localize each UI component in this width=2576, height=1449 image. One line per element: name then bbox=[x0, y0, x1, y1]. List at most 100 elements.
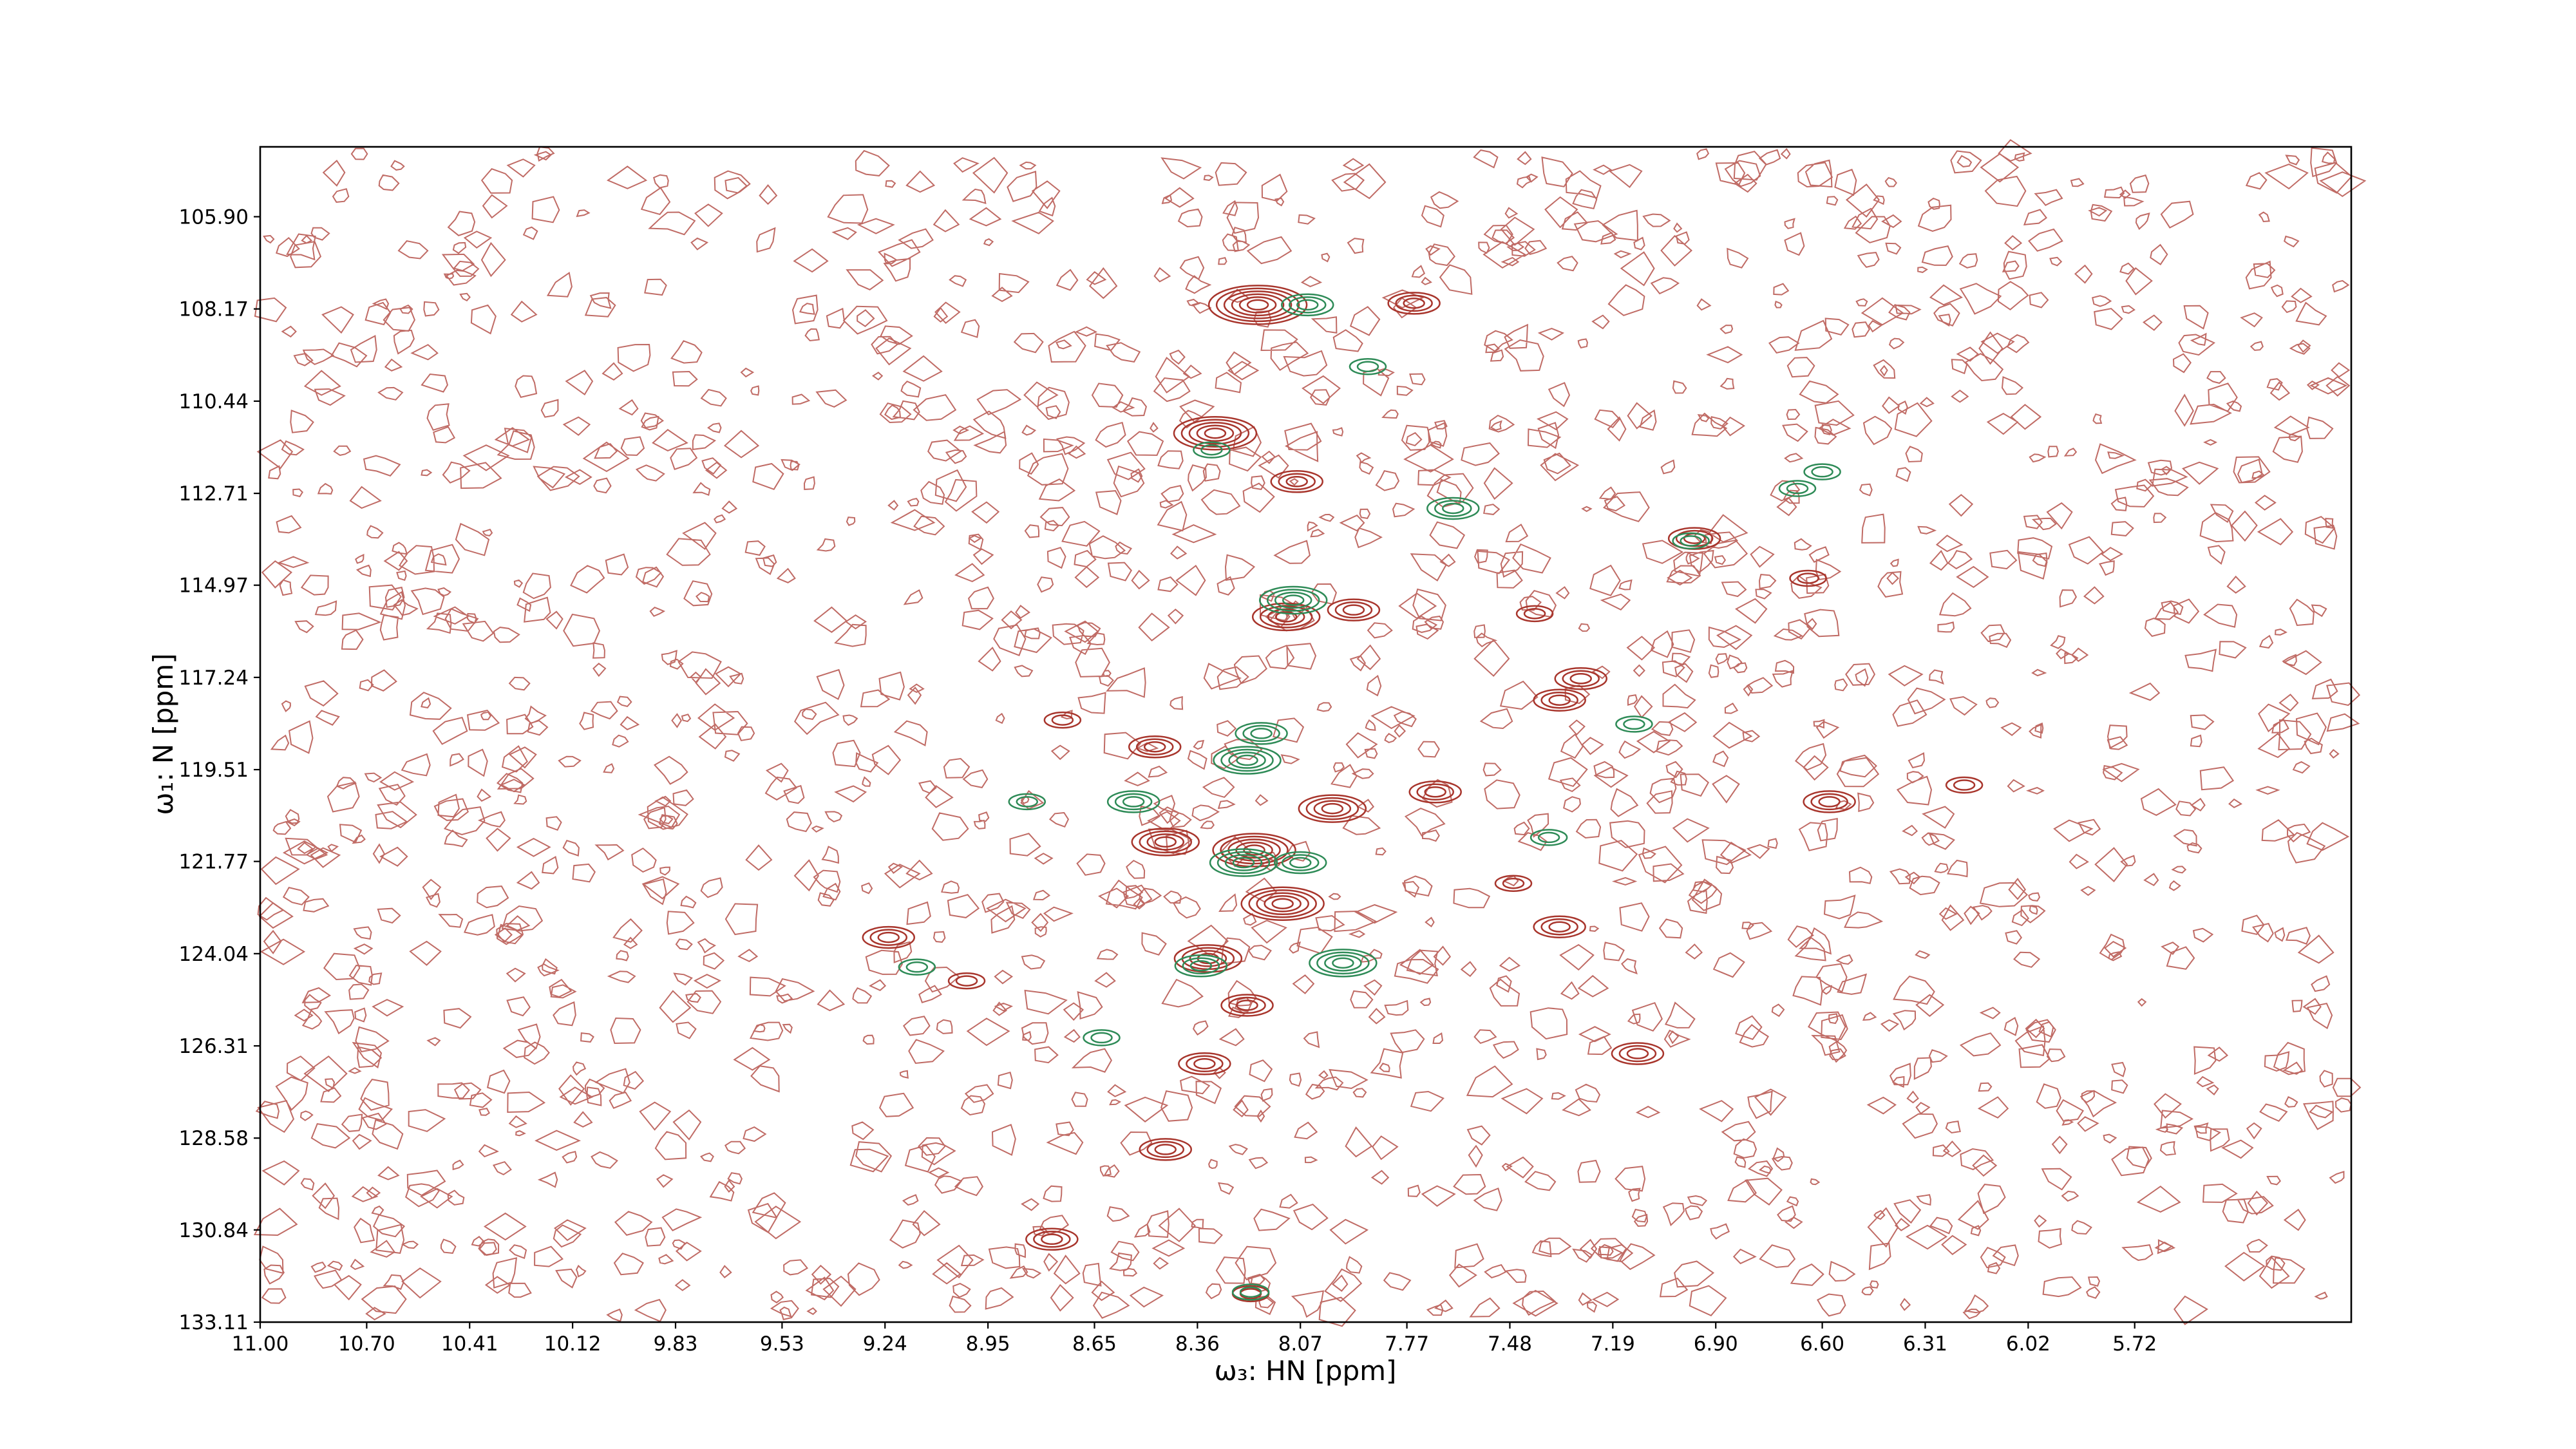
x-tick-label: 9.53 bbox=[760, 1332, 804, 1356]
contour-level bbox=[1174, 954, 1228, 978]
peak bbox=[1803, 463, 1841, 480]
contour-level bbox=[1408, 781, 1462, 804]
peak bbox=[1043, 711, 1082, 729]
contour-level bbox=[1043, 711, 1082, 729]
contour-level bbox=[1139, 1138, 1192, 1161]
contour-level bbox=[1274, 611, 1298, 623]
contour-level bbox=[1193, 441, 1231, 459]
contour-level bbox=[1238, 296, 1277, 314]
plot-frame bbox=[259, 146, 2353, 1323]
contour-level bbox=[1626, 1048, 1649, 1059]
contour-level bbox=[1442, 502, 1464, 515]
contour-level bbox=[1274, 591, 1312, 609]
peak bbox=[1298, 794, 1367, 823]
x-tick-label: 6.31 bbox=[1903, 1332, 1947, 1356]
contour-level bbox=[1342, 604, 1365, 616]
contour-level bbox=[1146, 1141, 1184, 1159]
contour-level bbox=[1803, 463, 1841, 480]
x-tick-label: 8.95 bbox=[966, 1332, 1010, 1356]
contour-level bbox=[1173, 944, 1243, 973]
contour-level bbox=[1296, 299, 1319, 311]
contour-level bbox=[1267, 608, 1305, 626]
contour-level bbox=[1239, 1286, 1262, 1298]
contour-level bbox=[1139, 830, 1192, 854]
contour-level bbox=[1106, 790, 1160, 813]
x-tick-label: 10.12 bbox=[544, 1332, 601, 1356]
peak bbox=[1309, 949, 1378, 978]
contour-level bbox=[1611, 1042, 1665, 1065]
contour-level bbox=[1289, 857, 1312, 869]
contour-level bbox=[1515, 605, 1554, 623]
contour-level bbox=[1182, 957, 1220, 975]
peak bbox=[1554, 667, 1607, 690]
contour-level bbox=[1208, 285, 1308, 325]
contour-level bbox=[1953, 779, 1976, 791]
peak bbox=[1083, 1029, 1121, 1046]
contour-level bbox=[1615, 715, 1653, 733]
peak bbox=[1193, 441, 1231, 459]
contour-level bbox=[1212, 833, 1296, 867]
contour-level bbox=[1281, 293, 1334, 317]
contour-level bbox=[1533, 688, 1586, 712]
contour-level bbox=[1356, 361, 1379, 373]
noise-contours bbox=[253, 138, 2367, 1327]
x-tick-label: 9.83 bbox=[653, 1332, 697, 1356]
contour-level bbox=[1298, 794, 1367, 823]
contour-level bbox=[1209, 848, 1278, 877]
contour-level bbox=[1818, 796, 1841, 808]
peak bbox=[1349, 358, 1387, 375]
x-tick-label: 8.36 bbox=[1175, 1332, 1220, 1356]
contour-level bbox=[1416, 783, 1454, 801]
contour-level bbox=[1810, 793, 1848, 811]
contour-level bbox=[1258, 585, 1328, 615]
contour-level bbox=[1778, 480, 1817, 497]
x-tick-label: 11.00 bbox=[232, 1332, 289, 1356]
contour-level bbox=[1618, 1045, 1657, 1063]
contour-level bbox=[1332, 957, 1354, 969]
contour-level bbox=[1128, 735, 1182, 759]
contour-level bbox=[1327, 598, 1381, 621]
x-tick-label: 5.72 bbox=[2112, 1332, 2157, 1356]
contour-level bbox=[877, 931, 900, 943]
contour-level bbox=[905, 961, 929, 973]
peak bbox=[862, 925, 916, 949]
y-tick-label: 112.71 bbox=[179, 482, 249, 506]
contour-level bbox=[1324, 954, 1362, 972]
contour-level bbox=[1051, 714, 1074, 726]
peak bbox=[1533, 688, 1586, 712]
contour-level bbox=[1273, 851, 1327, 875]
contour-level bbox=[1008, 793, 1046, 811]
contour-level bbox=[1231, 293, 1285, 317]
peak bbox=[1139, 1138, 1192, 1161]
contour-level bbox=[1672, 532, 1710, 550]
contour-level bbox=[1143, 741, 1166, 753]
contour-level bbox=[1530, 829, 1568, 846]
contour-level bbox=[898, 958, 936, 976]
contour-level bbox=[1540, 918, 1578, 936]
peak bbox=[1235, 722, 1288, 745]
contour-level bbox=[1403, 298, 1425, 309]
peak bbox=[1533, 915, 1586, 938]
contour-level bbox=[1131, 828, 1200, 857]
contour-level bbox=[1135, 738, 1174, 755]
contour-level bbox=[1282, 594, 1305, 606]
x-tick-label: 7.77 bbox=[1385, 1332, 1429, 1356]
contour-level bbox=[1231, 1283, 1270, 1301]
y-axis-label: ω₁: N [ppm] bbox=[147, 653, 179, 815]
x-tick-label: 9.24 bbox=[863, 1332, 907, 1356]
peak bbox=[1408, 781, 1462, 804]
peak bbox=[1128, 735, 1182, 759]
contour-level bbox=[1285, 476, 1308, 488]
x-tick-label: 7.48 bbox=[1488, 1332, 1532, 1356]
contour-level bbox=[1680, 535, 1702, 547]
contour-level bbox=[1289, 296, 1327, 314]
contour-level bbox=[1083, 1029, 1121, 1046]
y-tick-label: 128.58 bbox=[179, 1127, 249, 1150]
contour-level bbox=[1154, 1144, 1177, 1155]
contour-level bbox=[1224, 854, 1263, 871]
contour-level bbox=[1811, 466, 1833, 478]
x-tick-label: 6.02 bbox=[2006, 1332, 2050, 1356]
contour-level bbox=[1533, 915, 1586, 938]
contour-level bbox=[1154, 836, 1177, 848]
contour-level bbox=[1349, 358, 1387, 375]
